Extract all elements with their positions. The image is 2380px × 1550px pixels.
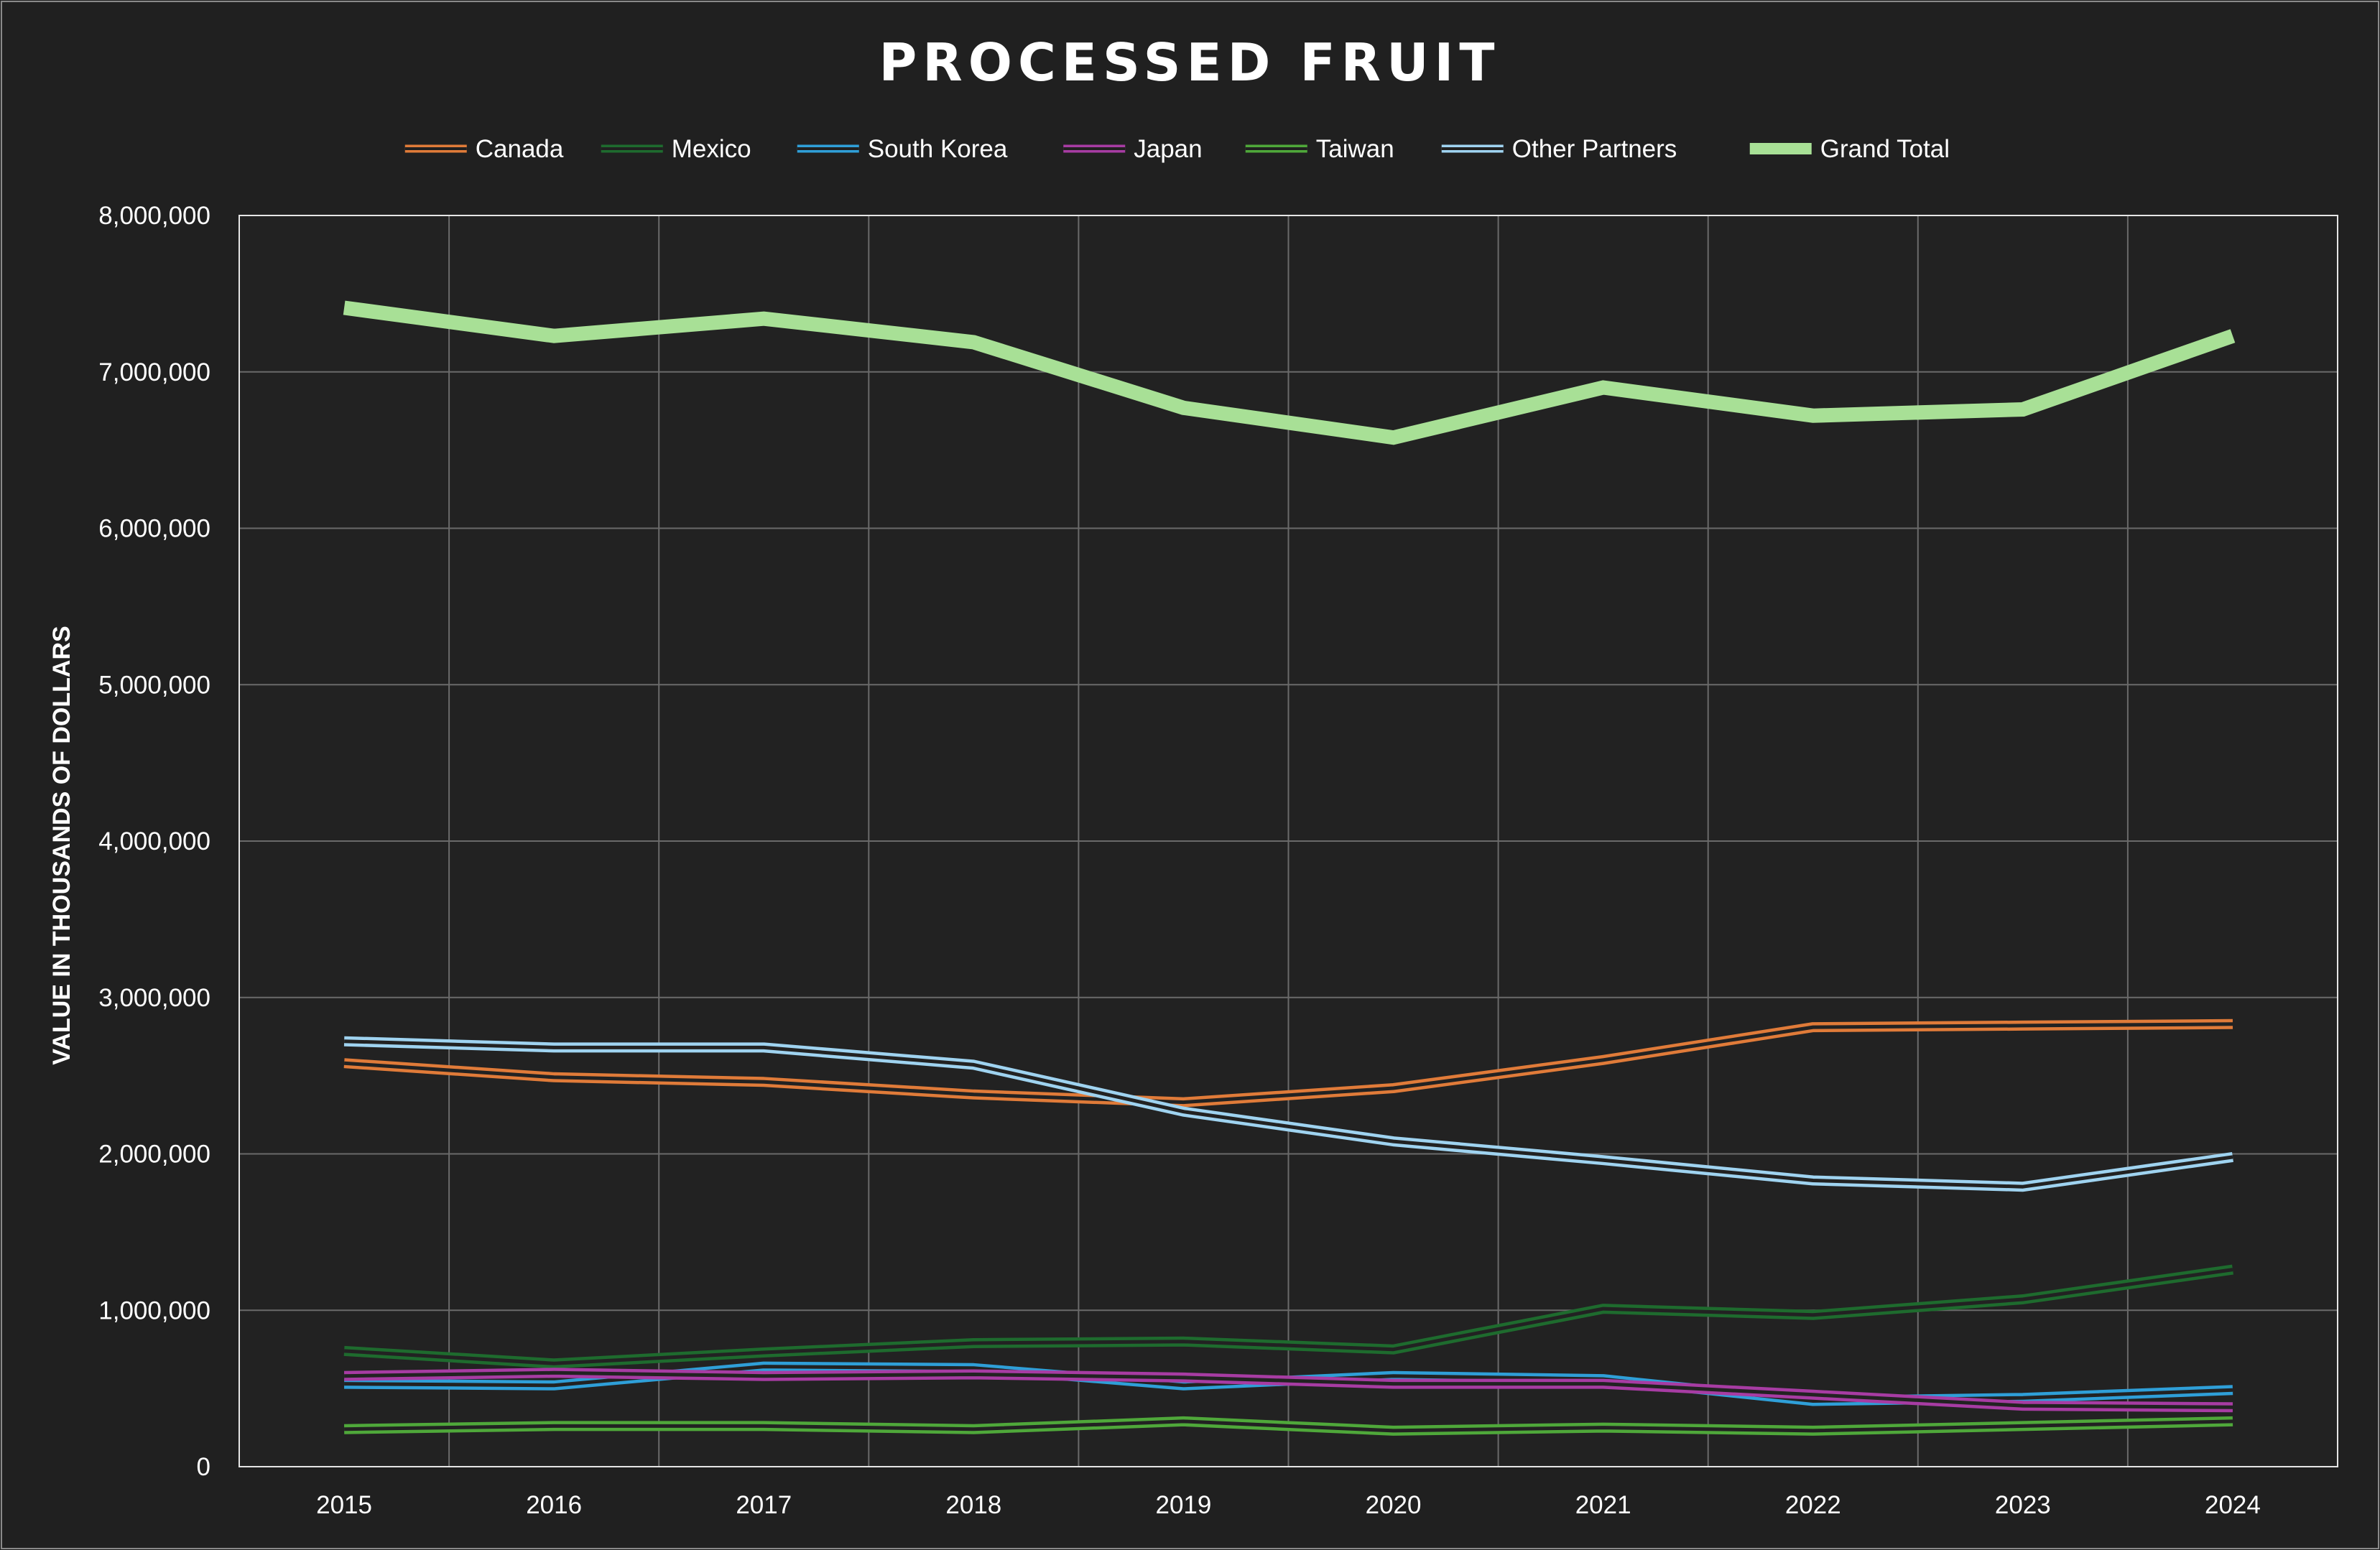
y-tick-label: 0 (197, 1453, 210, 1481)
y-tick-label: 1,000,000 (98, 1296, 210, 1324)
legend-label: Canada (476, 135, 564, 163)
series-lines (343, 300, 2236, 1436)
series-grand-total (343, 300, 2236, 445)
x-tick-label: 2022 (1785, 1491, 1841, 1519)
plot-border (239, 215, 2338, 1467)
series-line-inner-canada (343, 1022, 2233, 1105)
y-tick-label: 7,000,000 (98, 358, 210, 386)
series-japan (343, 1368, 2233, 1413)
x-tick-label: 2015 (316, 1491, 372, 1519)
y-tick-label: 3,000,000 (98, 984, 210, 1012)
x-tick-label: 2024 (2205, 1491, 2261, 1519)
y-axis-ticks: 0 1,000,000 2,000,000 3,000,000 4,000,000 5,0… (98, 202, 210, 1481)
series-line-inner-other-partners (344, 1039, 2233, 1189)
series-line-inner-mexico (343, 1268, 2233, 1365)
legend-item-japan: Japan (1063, 135, 1203, 163)
x-tick-label: 2017 (736, 1491, 792, 1519)
y-tick-label: 2,000,000 (98, 1141, 210, 1169)
y-tick-label: 5,000,000 (98, 671, 210, 699)
x-tick-label: 2020 (1366, 1491, 1422, 1519)
legend: Canada Mexico South Korea Japan Taiwan Other … (404, 135, 1950, 163)
legend-item-grand-total: Grand Total (1749, 135, 1950, 163)
y-tick-label: 6,000,000 (98, 515, 210, 543)
series-line-inner-japan (344, 1370, 2233, 1409)
legend-label: Japan (1134, 135, 1202, 163)
x-tick-label: 2018 (945, 1491, 1001, 1519)
legend-item-south-korea: South Korea (797, 135, 1008, 163)
x-tick-label: 2023 (1995, 1491, 2051, 1519)
chart-title: PROCESSED FRUIT (879, 32, 1501, 93)
y-tick-label: 4,000,000 (98, 827, 210, 855)
series-mexico (343, 1264, 2233, 1369)
series-canada (343, 1018, 2233, 1108)
legend-item-mexico: Mexico (601, 135, 751, 163)
legend-label: Taiwan (1316, 135, 1394, 163)
legend-label: Other Partners (1512, 135, 1677, 163)
legend-item-canada: Canada (404, 135, 564, 163)
legend-label: Mexico (672, 135, 751, 163)
legend-label: Grand Total (1820, 135, 1950, 163)
series-taiwan (343, 1416, 2233, 1436)
series-other-partners (343, 1036, 2233, 1192)
plot-area (239, 215, 2338, 1467)
x-tick-label: 2021 (1575, 1491, 1631, 1519)
x-tick-label: 2019 (1156, 1491, 1212, 1519)
y-tick-label: 8,000,000 (98, 202, 210, 230)
legend-item-other-partners: Other Partners (1441, 135, 1677, 163)
x-tick-label: 2016 (526, 1491, 582, 1519)
series-line-inner-taiwan (344, 1419, 2233, 1433)
legend-label: South Korea (868, 135, 1008, 163)
y-axis-label: VALUE IN THOUSANDS OF DOLLARS (48, 626, 75, 1064)
series-line-grand-total (343, 300, 2236, 445)
x-axis-ticks: 2015 2016 2017 2018 2019 2020 2021 2022 2023 2024 (316, 1491, 2261, 1519)
legend-item-taiwan: Taiwan (1245, 135, 1394, 163)
